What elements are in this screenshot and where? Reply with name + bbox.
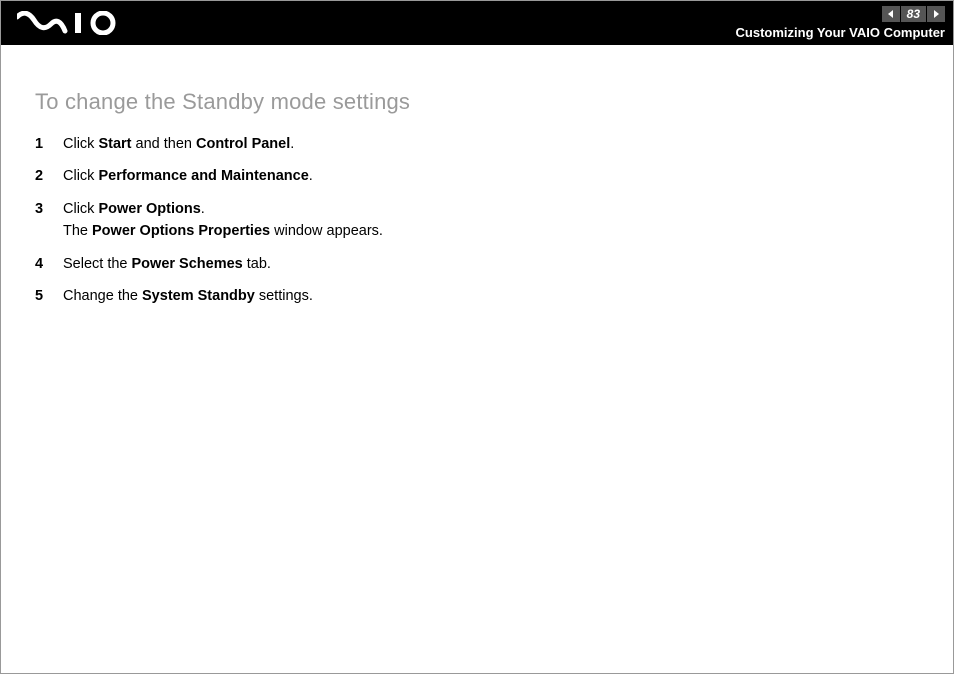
step-text: Click Start and then Control Panel. bbox=[63, 133, 919, 155]
step-item: 2Click Performance and Maintenance. bbox=[35, 165, 919, 187]
page-content: To change the Standby mode settings 1Cli… bbox=[1, 45, 953, 308]
step-text: Change the System Standby settings. bbox=[63, 285, 919, 307]
step-number: 3 bbox=[35, 198, 63, 243]
step-item: 5Change the System Standby settings. bbox=[35, 285, 919, 307]
step-item: 4Select the Power Schemes tab. bbox=[35, 253, 919, 275]
step-number: 5 bbox=[35, 285, 63, 307]
page-number: 83 bbox=[901, 6, 926, 22]
step-item: 3Click Power Options.The Power Options P… bbox=[35, 198, 919, 243]
step-number: 1 bbox=[35, 133, 63, 155]
step-text: Click Power Options.The Power Options Pr… bbox=[63, 198, 919, 243]
steps-list: 1Click Start and then Control Panel.2Cli… bbox=[35, 133, 919, 308]
step-item: 1Click Start and then Control Panel. bbox=[35, 133, 919, 155]
content-heading: To change the Standby mode settings bbox=[35, 89, 919, 115]
page-nav: 83 bbox=[882, 6, 945, 22]
next-page-button[interactable] bbox=[927, 6, 945, 22]
header-right: 83 Customizing Your VAIO Computer bbox=[736, 6, 945, 40]
step-number: 2 bbox=[35, 165, 63, 187]
section-title: Customizing Your VAIO Computer bbox=[736, 25, 945, 40]
step-number: 4 bbox=[35, 253, 63, 275]
vaio-logo bbox=[17, 11, 127, 35]
page-header: 83 Customizing Your VAIO Computer bbox=[1, 1, 953, 45]
step-text: Select the Power Schemes tab. bbox=[63, 253, 919, 275]
step-text: Click Performance and Maintenance. bbox=[63, 165, 919, 187]
prev-page-button[interactable] bbox=[882, 6, 900, 22]
